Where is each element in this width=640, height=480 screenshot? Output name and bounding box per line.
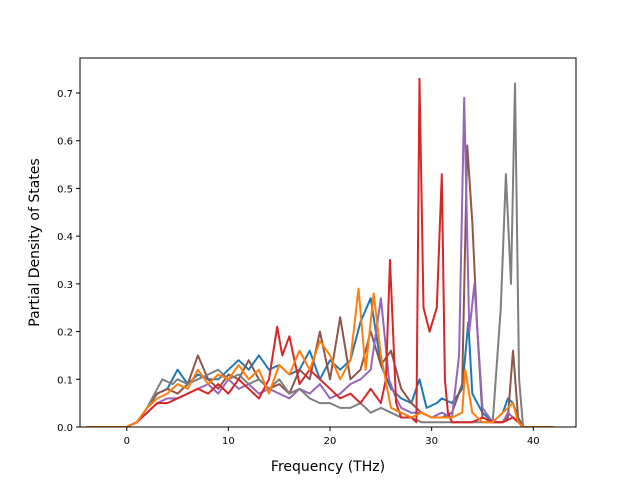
x-tick-label: 10 [222,436,235,447]
x-tick-label: 30 [425,436,438,447]
series-line-4 [86,82,554,427]
x-axis-ticks: 0 10 20 30 40 [124,427,540,447]
x-axis-label: Frequency (THz) [271,459,385,475]
y-tick-label: 0.7 [57,89,73,100]
plot-area [86,77,554,427]
x-tick-label: 40 [527,436,540,447]
x-tick-label: 20 [324,436,337,447]
y-tick-label: 0.1 [57,375,73,386]
axes-frame [79,57,577,428]
x-tick-label: 0 [124,436,130,447]
y-axis-ticks: 0.0 0.1 0.2 0.3 0.4 0.5 0.6 0.7 [57,89,80,434]
series-line-6 [86,287,554,427]
y-tick-label: 0.2 [57,328,73,339]
y-tick-label: 0.4 [57,232,73,243]
series-line-5 [86,77,554,427]
y-axis-label: Partial Density of States [27,158,43,326]
y-tick-label: 0.3 [57,280,73,291]
y-tick-label: 0.6 [57,137,73,148]
y-tick-label: 0.0 [57,423,73,434]
series-layer [86,77,554,427]
y-tick-label: 0.5 [57,184,73,195]
